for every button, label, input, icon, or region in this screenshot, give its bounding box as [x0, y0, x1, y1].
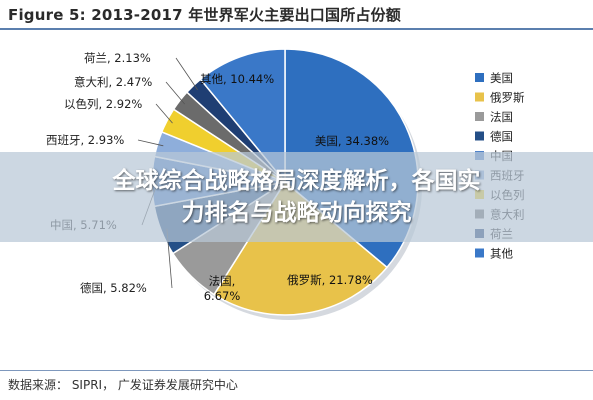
- source-note: 数据来源： SIPRI， 广发证券发展研究中心: [8, 378, 238, 392]
- pie-slice-10: [199, 48, 286, 185]
- legend-swatch-1: [475, 73, 484, 82]
- overlay-banner: [0, 152, 593, 242]
- leader-line-7: [155, 103, 173, 124]
- data-label-2: 俄罗斯, 21.78%: [287, 273, 373, 287]
- overlay-line-1: 全球综合战略格局深度解析，各国实: [112, 168, 481, 194]
- data-label-6: 西班牙, 2.93%: [46, 133, 124, 147]
- overlay-headline: 全球综合战略格局深度解析，各国实 力排名与战略动向探究: [0, 165, 593, 229]
- legend-swatch-4: [475, 131, 484, 141]
- data-label-9: 荷兰, 2.13%: [84, 51, 151, 65]
- legend-swatch-10: [475, 248, 484, 258]
- data-label-4: 德国, 5.82%: [80, 281, 147, 295]
- pie-slice-2: [212, 180, 389, 316]
- legend-label-10: 其他: [490, 247, 513, 261]
- figure-title: Figure 5: 2013-2017 年世界军火主要出口国所占份额: [8, 6, 402, 24]
- legend-label-4: 德国: [490, 130, 513, 144]
- overlay-line-2: 力排名与战略动向探究: [181, 200, 412, 226]
- legend-swatch-3: [475, 112, 484, 121]
- data-label-7: 以色列, 2.92%: [64, 97, 142, 111]
- data-label-10: 其他, 10.44%: [200, 72, 274, 86]
- data-label-8: 意大利, 2.47%: [74, 75, 152, 89]
- leader-line-6: [137, 139, 164, 147]
- leader-line-8: [165, 81, 186, 105]
- legend-label-1: 美国: [490, 71, 513, 85]
- legend-label-2: 俄罗斯: [490, 91, 525, 105]
- title-rule: [0, 28, 593, 30]
- footer-rule: [0, 370, 593, 371]
- data-label-3: 6.67%: [204, 289, 241, 303]
- data-label-1: 美国, 34.38%: [315, 134, 389, 148]
- data-label-3: 法国,: [209, 274, 236, 288]
- leader-line-9: [175, 57, 198, 91]
- legend-swatch-2: [475, 92, 484, 102]
- legend-label-3: 法国: [490, 110, 513, 124]
